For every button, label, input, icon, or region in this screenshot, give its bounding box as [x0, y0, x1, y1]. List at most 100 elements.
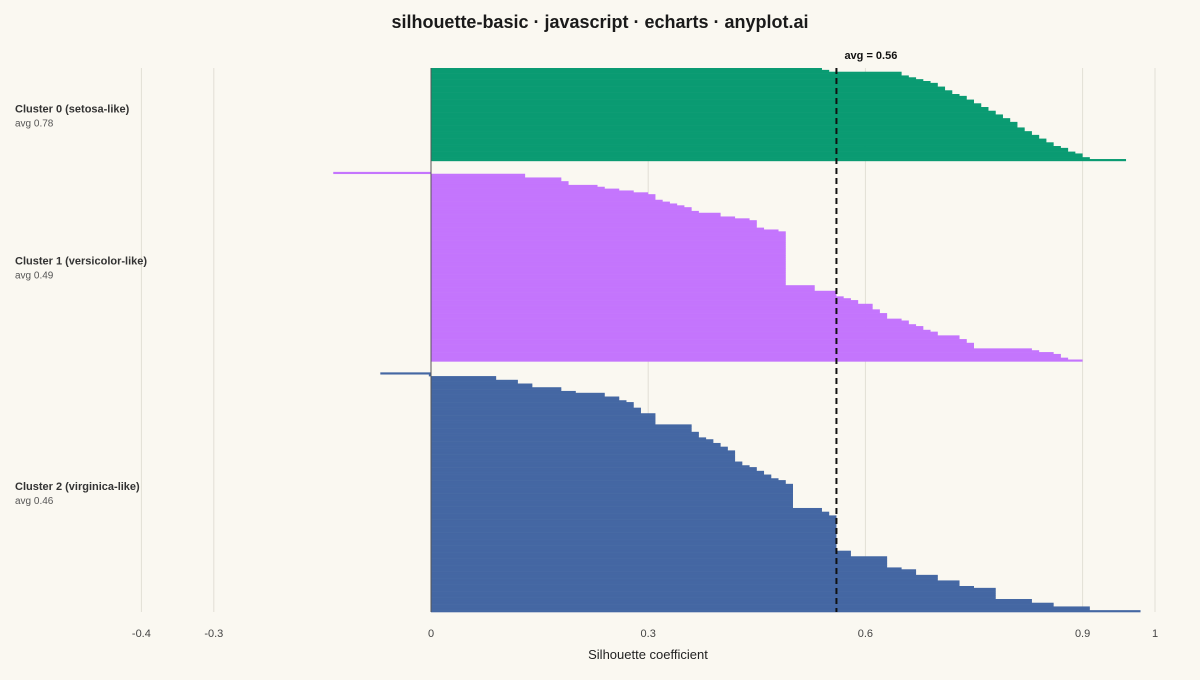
silhouette-bar: [431, 346, 974, 349]
silhouette-bar: [431, 181, 569, 184]
silhouette-bar: [431, 142, 1054, 145]
silhouette-bar: [431, 236, 786, 240]
silhouette-bar: [431, 123, 1018, 126]
silhouette-bar: [431, 595, 996, 598]
silhouette-bar: [431, 420, 656, 423]
silhouette-bar: [431, 255, 786, 258]
silhouette-bar: [431, 535, 837, 538]
silhouette-bar: [431, 400, 627, 403]
silhouette-bar: [431, 394, 605, 397]
silhouette-bar: [431, 90, 953, 93]
silhouette-bar: [431, 192, 649, 195]
silhouette-bar: [431, 249, 786, 253]
silhouette-bar: [431, 546, 837, 550]
silhouette-bar: [431, 392, 605, 395]
silhouette-bar: [431, 118, 1011, 121]
silhouette-bar: [431, 561, 888, 565]
silhouette-bar: [431, 144, 1054, 147]
silhouette-bar: [431, 554, 851, 557]
silhouette-bar: [431, 520, 837, 524]
silhouette-bar: [431, 359, 1083, 362]
cluster-0-bars: [431, 68, 1127, 162]
silhouette-bar: [431, 491, 793, 494]
silhouette-bar: [431, 125, 1018, 128]
silhouette-bar: [431, 342, 974, 345]
silhouette-bar: [431, 455, 736, 459]
silhouette-bar: [431, 507, 822, 511]
silhouette-bar: [431, 140, 1047, 143]
cluster-avg-label: avg 0.46: [15, 496, 54, 507]
silhouette-bar: [431, 348, 1032, 351]
silhouette-bar: [431, 318, 902, 321]
silhouette-bar: [431, 220, 757, 223]
silhouette-bar: [431, 103, 982, 106]
silhouette-bar: [431, 545, 837, 548]
silhouette-bar: [431, 377, 497, 381]
silhouette-bar: [431, 320, 909, 323]
silhouette-bar: [431, 287, 815, 290]
silhouette-bar: [431, 262, 786, 266]
silhouette-bar: [431, 279, 786, 282]
silhouette-bar: [431, 532, 837, 535]
silhouette-bar: [431, 569, 917, 572]
silhouette-bar: [431, 381, 518, 384]
silhouette-bar: [431, 138, 1047, 141]
silhouette-bar: [431, 116, 1003, 119]
silhouette-bar: [431, 387, 562, 390]
silhouette-bar: [431, 288, 815, 292]
silhouette-bar: [431, 459, 736, 462]
silhouette-bar: [431, 411, 641, 414]
silhouette-bar: [431, 186, 605, 189]
silhouette-bar: [431, 79, 924, 82]
silhouette-bar: [431, 95, 967, 99]
silhouette-bar: [431, 86, 946, 89]
cluster-labels: Cluster 0 (setosa-like) avg 0.78 Cluster 1…: [15, 103, 147, 507]
silhouette-bar: [431, 526, 837, 529]
silhouette-bar: [431, 337, 960, 340]
silhouette-bar: [431, 606, 1090, 609]
silhouette-bar: [431, 77, 917, 80]
silhouette-bar: [431, 266, 786, 269]
silhouette-bar: [431, 153, 1083, 156]
silhouette-bar: [431, 442, 721, 446]
silhouette-bar: [431, 576, 938, 579]
silhouette-bar: [431, 227, 765, 230]
silhouette-bar: [431, 101, 974, 104]
silhouette-bar: [431, 94, 960, 97]
silhouette-bar: [431, 248, 786, 251]
silhouette-bar: [431, 129, 1025, 132]
silhouette-bar: [431, 457, 736, 460]
silhouette-bar: [431, 209, 692, 212]
silhouette-bar: [431, 548, 837, 551]
silhouette-bar: [431, 71, 902, 74]
silhouette-bar: [431, 610, 1141, 613]
silhouette-bar: [431, 108, 989, 112]
silhouette-bar: [431, 121, 1018, 125]
silhouette-bar: [431, 283, 786, 286]
silhouette-bar: [431, 331, 938, 334]
silhouette-bar: [431, 580, 960, 583]
silhouette-bar: [431, 81, 931, 84]
silhouette-bar: [431, 389, 562, 392]
silhouette-bar: [431, 498, 793, 501]
silhouette-bar: [431, 598, 1032, 602]
silhouette-bar: [431, 179, 562, 182]
silhouette-bar: [333, 171, 431, 175]
silhouette-bar: [431, 218, 750, 221]
silhouette-bar: [431, 439, 714, 442]
silhouette-bar: [431, 290, 837, 293]
silhouette-bar: [431, 403, 634, 407]
silhouette-bar: [431, 99, 974, 102]
silhouette-bar: [431, 296, 844, 299]
silhouette-bar: [431, 437, 707, 440]
silhouette-bar: [431, 558, 888, 561]
silhouette-bar: [431, 82, 938, 86]
silhouette-bar: [431, 602, 1054, 605]
silhouette-bar: [431, 470, 765, 473]
silhouette-bar: [431, 326, 924, 329]
silhouette-bar: [431, 196, 656, 199]
silhouette-bar: [431, 105, 982, 108]
silhouette-bar: [431, 307, 873, 310]
silhouette-bar: [431, 149, 1069, 152]
silhouette-bar: [431, 593, 996, 596]
